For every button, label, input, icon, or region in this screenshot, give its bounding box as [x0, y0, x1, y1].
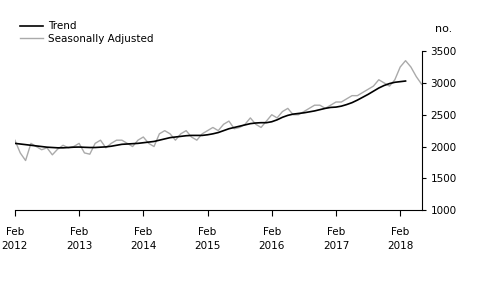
Text: Feb: Feb [6, 227, 24, 237]
Text: 2015: 2015 [194, 241, 221, 251]
Text: 2017: 2017 [323, 241, 349, 251]
Text: Feb: Feb [262, 227, 281, 237]
Text: 2014: 2014 [130, 241, 157, 251]
Text: 2012: 2012 [1, 241, 28, 251]
Text: 2018: 2018 [387, 241, 413, 251]
Text: 2016: 2016 [258, 241, 285, 251]
Text: 2013: 2013 [66, 241, 92, 251]
Text: Feb: Feb [327, 227, 345, 237]
Text: Feb: Feb [391, 227, 409, 237]
Text: Feb: Feb [70, 227, 88, 237]
Text: no.: no. [435, 24, 452, 34]
Text: Feb: Feb [134, 227, 152, 237]
Legend: Trend, Seasonally Adjusted: Trend, Seasonally Adjusted [20, 21, 154, 44]
Text: Feb: Feb [198, 227, 217, 237]
